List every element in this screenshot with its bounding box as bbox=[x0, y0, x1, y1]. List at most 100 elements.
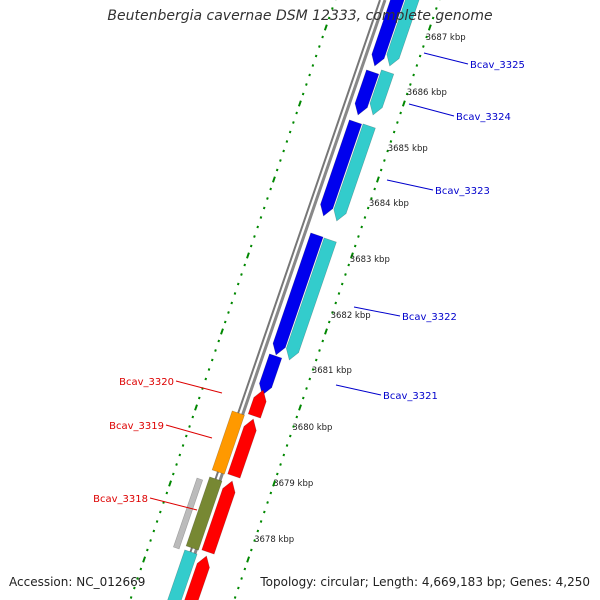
gene-label-reverse: Bcav_3318 bbox=[93, 494, 148, 505]
inner-tick bbox=[266, 197, 269, 200]
outer-tick bbox=[373, 187, 376, 191]
inner-tick bbox=[301, 92, 305, 96]
inner-tick bbox=[139, 567, 143, 571]
outer-tick bbox=[412, 73, 415, 77]
inner-tick bbox=[194, 404, 198, 411]
gene-label-forward: Bcav_3324 bbox=[456, 112, 511, 123]
inner-tick bbox=[175, 463, 178, 466]
leader-line bbox=[165, 424, 213, 439]
leader-line bbox=[423, 52, 469, 65]
inner-tick bbox=[275, 168, 279, 172]
inner-tick bbox=[288, 130, 292, 134]
inner-tick bbox=[243, 263, 247, 267]
outer-tick bbox=[292, 425, 295, 428]
inner-tick bbox=[233, 292, 237, 295]
inner-tick bbox=[240, 273, 243, 276]
inner-tick bbox=[210, 358, 214, 362]
gene-bar bbox=[211, 410, 245, 475]
inner-tick bbox=[295, 111, 298, 115]
inner-tick bbox=[272, 176, 276, 183]
inner-tick bbox=[318, 45, 321, 48]
inner-tick bbox=[311, 64, 315, 67]
outer-tick bbox=[263, 510, 266, 514]
inner-tick bbox=[184, 434, 188, 438]
inner-tick bbox=[129, 596, 133, 599]
outer-tick bbox=[399, 111, 402, 115]
scale-tick-label: 3686 kbp bbox=[407, 88, 447, 98]
inner-tick bbox=[282, 149, 285, 153]
outer-tick bbox=[285, 444, 289, 447]
inner-tick bbox=[165, 491, 169, 495]
accession-label: Accession: NC_012669 bbox=[9, 575, 146, 589]
outer-tick bbox=[298, 404, 302, 411]
outer-tick bbox=[314, 358, 318, 362]
inner-tick bbox=[220, 328, 224, 335]
inner-tick bbox=[308, 73, 311, 77]
inner-tick bbox=[292, 121, 295, 124]
inner-tick bbox=[297, 100, 302, 107]
gene-label-reverse: Bcav_3319 bbox=[109, 421, 164, 432]
outer-tick bbox=[259, 520, 263, 523]
scale-tick-label: 3683 kbp bbox=[350, 255, 390, 265]
scale-tick-label: 3679 kbp bbox=[273, 479, 313, 489]
outer-tick bbox=[435, 7, 438, 10]
outer-tick bbox=[321, 339, 325, 343]
outer-tick bbox=[360, 225, 363, 229]
inner-tick bbox=[217, 339, 221, 343]
inner-tick bbox=[331, 7, 334, 10]
outer-tick bbox=[279, 463, 282, 466]
outer-tick bbox=[422, 45, 425, 48]
outer-tick bbox=[379, 168, 383, 172]
outer-tick bbox=[409, 83, 412, 86]
inner-tick bbox=[256, 225, 259, 229]
outer-tick bbox=[276, 472, 279, 476]
inner-tick bbox=[149, 539, 152, 542]
outer-tick bbox=[344, 273, 347, 276]
gene-bar bbox=[167, 549, 198, 600]
leader-line bbox=[175, 380, 223, 394]
inner-tick bbox=[136, 577, 139, 580]
inner-tick bbox=[327, 16, 331, 20]
outer-tick bbox=[327, 320, 331, 324]
inner-tick bbox=[230, 301, 234, 305]
outer-tick bbox=[308, 377, 312, 381]
scale-labels: 3687 kbp 3686 kbp 3685 kbp 3684 kbp 3683 kbp… bbox=[254, 33, 466, 545]
cds-arrow bbox=[371, 0, 405, 67]
outer-tick bbox=[386, 149, 389, 153]
outer-tick bbox=[347, 263, 351, 267]
inner-tick bbox=[262, 206, 266, 210]
scale-tick-label: 3682 kbp bbox=[331, 311, 371, 321]
inner-tick bbox=[249, 244, 253, 248]
inner-tick bbox=[204, 377, 208, 381]
leader-line bbox=[386, 179, 434, 191]
outer-tick bbox=[383, 159, 386, 162]
scale-tick-label: 3685 kbp bbox=[388, 144, 428, 154]
outer-tick bbox=[253, 539, 256, 542]
gene-bar bbox=[173, 477, 204, 550]
outer-tick bbox=[389, 140, 393, 143]
outer-tick bbox=[243, 567, 247, 571]
leader-line bbox=[149, 497, 198, 511]
inner-tick bbox=[223, 320, 227, 324]
outer-tick bbox=[240, 577, 243, 580]
gene-bar bbox=[386, 0, 420, 67]
cds-arrow bbox=[354, 69, 380, 116]
inner-tick bbox=[142, 556, 147, 563]
gene-bar bbox=[185, 476, 223, 551]
outer-tick bbox=[350, 252, 354, 259]
outer-tick bbox=[272, 480, 276, 487]
gene-label-forward: Bcav_3322 bbox=[402, 312, 457, 323]
inner-tick bbox=[214, 349, 217, 352]
outer-tick bbox=[282, 453, 286, 457]
scale-tick-label: 3678 kbp bbox=[254, 535, 294, 545]
cds-arrow bbox=[184, 555, 210, 600]
outer-tick bbox=[431, 16, 435, 20]
outer-tick bbox=[324, 328, 328, 335]
inner-tick bbox=[146, 548, 149, 552]
inner-tick-ring bbox=[129, 0, 337, 599]
outer-tick bbox=[370, 197, 373, 200]
inner-tick bbox=[305, 83, 308, 86]
leader-line bbox=[408, 103, 455, 117]
inner-tick bbox=[191, 415, 195, 419]
cds-arrow bbox=[320, 119, 363, 217]
